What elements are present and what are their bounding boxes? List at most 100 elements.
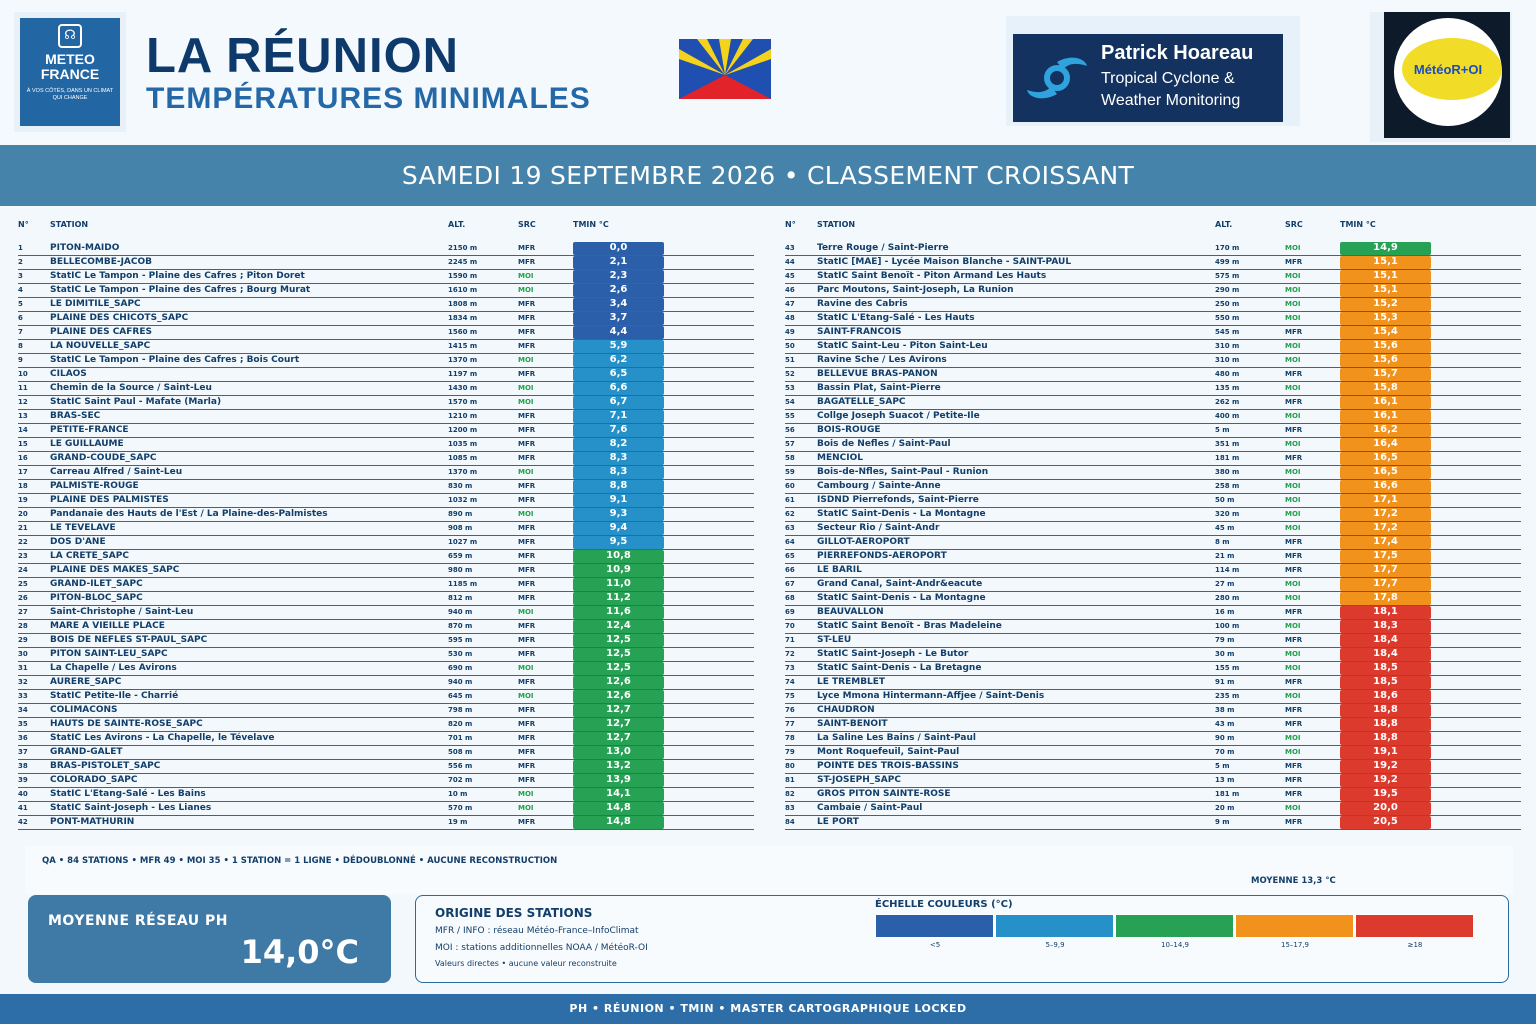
origin-line1: MFR / INFO : réseau Météo-France–InfoCli… (435, 926, 639, 936)
station-source: MFR (518, 524, 536, 532)
table-row: 21 LE TEVELAVE 908 m MFR 9,4 (18, 522, 754, 536)
table-row: 26 PITON-BLOC_SAPC 812 m MFR 11,2 (18, 592, 754, 606)
station-tmin: 18,8 (1340, 704, 1431, 717)
station-source: MOI (1285, 300, 1301, 308)
station-rank: 13 (18, 412, 28, 420)
station-tmin: 13,2 (573, 760, 664, 773)
station-name: StatIC Saint Benoït - Piton Armand Les H… (817, 271, 1047, 281)
station-tmin: 19,2 (1340, 774, 1431, 787)
station-rank: 53 (785, 384, 795, 392)
table-row: 47 Ravine des Cabris 250 m MOI 15,2 (785, 298, 1521, 312)
station-tmin: 5,9 (573, 340, 664, 353)
station-name: StatIC Saint-Leu - Piton Saint-Leu (817, 341, 988, 351)
station-altitude: 798 m (448, 706, 473, 714)
station-altitude: 659 m (448, 552, 473, 560)
station-altitude: 1370 m (448, 356, 478, 364)
meteo-france-logo-tagline: À VOS CÔTÉS, DANS UN CLIMAT QUI CHANGE (26, 88, 114, 101)
station-name: DOS D'ANE (50, 537, 106, 547)
station-tmin: 7,1 (573, 410, 664, 423)
station-rank: 38 (18, 762, 28, 770)
origin-line3: Valeurs directes • aucune valeur reconst… (435, 959, 617, 968)
station-source: MFR (518, 370, 536, 378)
station-tmin: 18,5 (1340, 662, 1431, 675)
station-rank: 58 (785, 454, 795, 462)
station-name: PIERREFONDS-AEROPORT (817, 551, 947, 561)
station-tmin: 18,4 (1340, 648, 1431, 661)
table-row: 37 GRAND-GALET 508 m MFR 13,0 (18, 746, 754, 760)
station-tmin: 15,7 (1340, 368, 1431, 381)
station-tmin: 17,1 (1340, 494, 1431, 507)
table-row: 12 StatIC Saint Paul - Mafate (Marla) 1570… (18, 396, 754, 410)
station-altitude: 21 m (1215, 552, 1235, 560)
station-name: PONT-MATHURIN (50, 817, 135, 827)
station-name: GRAND-GALET (50, 747, 123, 757)
station-altitude: 870 m (448, 622, 473, 630)
station-name: POINTE DES TROIS-BASSINS (817, 761, 959, 771)
table-row: 79 Mont Roquefeuil, Saint-Paul 70 m MOI 19,1 (785, 746, 1521, 760)
station-altitude: 400 m (1215, 412, 1240, 420)
station-altitude: 181 m (1215, 790, 1240, 798)
station-source: MFR (518, 300, 536, 308)
station-name: Pandanaie des Hauts de l'Est / La Plaine… (50, 509, 328, 519)
origin-line2: MOI : stations additionnelles NOAA / Mét… (435, 943, 648, 953)
station-name: ISDND Pierrefonds, Saint-Pierre (817, 495, 979, 505)
station-tmin: 15,1 (1340, 270, 1431, 283)
station-name: LE TEVELAVE (50, 523, 116, 533)
station-source: MFR (518, 258, 536, 266)
station-source: MOI (1285, 496, 1301, 504)
station-rank: 74 (785, 678, 795, 686)
station-altitude: 940 m (448, 608, 473, 616)
station-altitude: 290 m (1215, 286, 1240, 294)
col-header-src-right: SRC (1285, 220, 1303, 229)
table-row: 13 BRAS-SEC 1210 m MFR 7,1 (18, 410, 754, 424)
station-tmin: 8,3 (573, 466, 664, 479)
station-tmin: 12,5 (573, 662, 664, 675)
station-name: ST-LEU (817, 635, 852, 645)
station-source: MFR (518, 440, 536, 448)
station-source: MOI (1285, 286, 1301, 294)
table-row: 5 LE DIMITILE_SAPC 1808 m MFR 3,4 (18, 298, 754, 312)
station-rank: 2 (18, 258, 23, 266)
station-rank: 84 (785, 818, 795, 826)
station-tmin: 17,2 (1340, 522, 1431, 535)
station-source: MFR (518, 538, 536, 546)
station-tmin: 16,4 (1340, 438, 1431, 451)
station-name: PITON-MAIDO (50, 243, 120, 253)
station-altitude: 9 m (1215, 818, 1230, 826)
station-tmin: 6,6 (573, 382, 664, 395)
station-source: MFR (518, 454, 536, 462)
table-row: 18 PALMISTE-ROUGE 830 m MFR 8,8 (18, 480, 754, 494)
station-tmin: 16,1 (1340, 396, 1431, 409)
station-altitude: 90 m (1215, 734, 1235, 742)
station-source: MOI (1285, 384, 1301, 392)
station-source: MFR (1285, 398, 1303, 406)
color-scale-swatch (1355, 914, 1474, 938)
meteo-france-logo: ☊ METEO FRANCE À VOS CÔTÉS, DANS UN CLIM… (14, 12, 126, 132)
station-source: MOI (1285, 580, 1301, 588)
station-name: LE PORT (817, 817, 859, 827)
station-altitude: 5 m (1215, 426, 1230, 434)
station-altitude: 320 m (1215, 510, 1240, 518)
station-tmin: 20,5 (1340, 816, 1431, 829)
table-row: 52 BELLEVUE BRAS-PANON 480 m MFR 15,7 (785, 368, 1521, 382)
table-row: 36 StatIC Les Avirons - La Chapelle, le T… (18, 732, 754, 746)
table-row: 48 StatIC L'Etang-Salé - Les Hauts 550 m MO… (785, 312, 1521, 326)
station-source: MOI (1285, 664, 1301, 672)
station-rank: 82 (785, 790, 795, 798)
station-source: MOI (518, 468, 534, 476)
station-name: StatIC [MAE] - Lycée Maison Blanche - SA… (817, 257, 1072, 267)
station-altitude: 16 m (1215, 608, 1235, 616)
station-source: MOI (1285, 412, 1301, 420)
table-row: 76 CHAUDRON 38 m MFR 18,8 (785, 704, 1521, 718)
station-altitude: 38 m (1215, 706, 1235, 714)
station-source: MFR (518, 748, 536, 756)
color-scale-label: ≥18 (1407, 941, 1423, 949)
station-altitude: 1035 m (448, 440, 478, 448)
table-row: 22 DOS D'ANE 1027 m MFR 9,5 (18, 536, 754, 550)
table-row: 60 Cambourg / Sainte-Anne 258 m MOI 16,6 (785, 480, 1521, 494)
station-rank: 29 (18, 636, 28, 644)
station-altitude: 1430 m (448, 384, 478, 392)
station-rank: 37 (18, 748, 28, 756)
station-name: HAUTS DE SAINTE-ROSE_SAPC (50, 719, 203, 729)
table-row: 78 La Saline Les Bains / Saint-Paul 90 m MO… (785, 732, 1521, 746)
